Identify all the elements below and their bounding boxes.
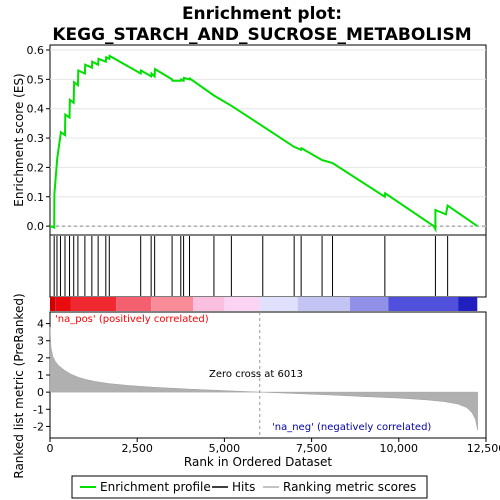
chart-subtitle: KEGG_STARCH_AND_SUCROSE_METABOLISM	[52, 25, 471, 45]
color-bar-segment	[50, 297, 56, 311]
x-tick-label: 0	[47, 442, 54, 455]
color-bar-segment	[116, 297, 152, 311]
metric-panel-frame	[49, 311, 487, 439]
metric-y-tick-label: 3	[37, 335, 44, 348]
legend-hits-label: Hits	[232, 480, 255, 494]
metric-y-axis-label: Ranked list metric (PreRanked)	[12, 293, 26, 478]
es-y-tick-label: 0.3	[27, 132, 45, 145]
metric-y-tick-label: 4	[37, 318, 44, 331]
color-bar-segment	[297, 297, 350, 311]
x-tick-label: 2,500	[121, 442, 153, 455]
metric-y-tick-label: -1	[33, 403, 44, 416]
es-y-axis-label: Enrichment score (ES)	[12, 73, 26, 206]
chart-title: Enrichment plot:	[182, 4, 342, 24]
neg-label: 'na_neg' (negatively correlated)	[272, 422, 431, 433]
color-bar-segment	[259, 297, 298, 311]
es-y-axis: 0.0 0.1 0.2 0.3 0.4 0.5 0.6	[27, 44, 50, 233]
ranking-metric-area	[49, 326, 478, 430]
x-tick-label: 5,000	[209, 442, 241, 455]
metric-y-axis: -2 -1 0 1 2 3 4	[33, 318, 50, 433]
es-y-tick-label: 0.6	[27, 44, 45, 57]
hit-lines-group	[53, 236, 449, 296]
es-y-tick-label: 0.2	[27, 161, 45, 174]
color-bar-segment	[193, 297, 225, 311]
pos-label: 'na_pos' (positively correlated)	[55, 314, 209, 325]
hits-panel-frame	[49, 234, 487, 298]
metric-y-tick-label: 0	[37, 386, 44, 399]
metric-y-tick-label: 2	[37, 352, 44, 365]
metric-x-axis: 0 2,500 5,000 7,500 10,000 12,500	[47, 438, 500, 455]
metric-y-tick-label: 1	[37, 369, 44, 382]
metric-area-group	[49, 326, 478, 430]
color-bar-segment	[349, 297, 389, 311]
es-panel-grid	[50, 49, 486, 227]
es-line-group	[49, 54, 478, 233]
color-bar-segment	[458, 297, 478, 311]
color-bar-segment	[388, 297, 459, 311]
legend-metric-label: Ranking metric scores	[283, 480, 416, 494]
color-bar-segment	[151, 297, 194, 311]
x-tick-label: 10,000	[380, 442, 419, 455]
rank-color-bar	[50, 297, 478, 311]
es-y-tick-label: 0.0	[27, 220, 45, 233]
color-bar-segment	[224, 297, 260, 311]
enrichment-profile-line	[49, 54, 478, 233]
legend-box	[71, 475, 428, 499]
x-tick-label: 7,500	[296, 442, 328, 455]
zero-cross-label: Zero cross at 6013	[209, 369, 303, 380]
legend-enrichment-label: Enrichment profile	[100, 480, 211, 494]
metric-y-tick-label: -2	[33, 420, 44, 433]
metric-x-axis-label: Rank in Ordered Dataset	[184, 455, 332, 469]
es-y-tick-label: 0.1	[27, 191, 45, 204]
es-panel-frame	[49, 44, 487, 236]
es-y-tick-label: 0.5	[27, 73, 45, 86]
color-bar-segment	[55, 297, 71, 311]
es-y-tick-label: 0.4	[27, 103, 45, 116]
x-tick-label: 12,500	[467, 442, 500, 455]
color-bar-segment	[70, 297, 117, 311]
